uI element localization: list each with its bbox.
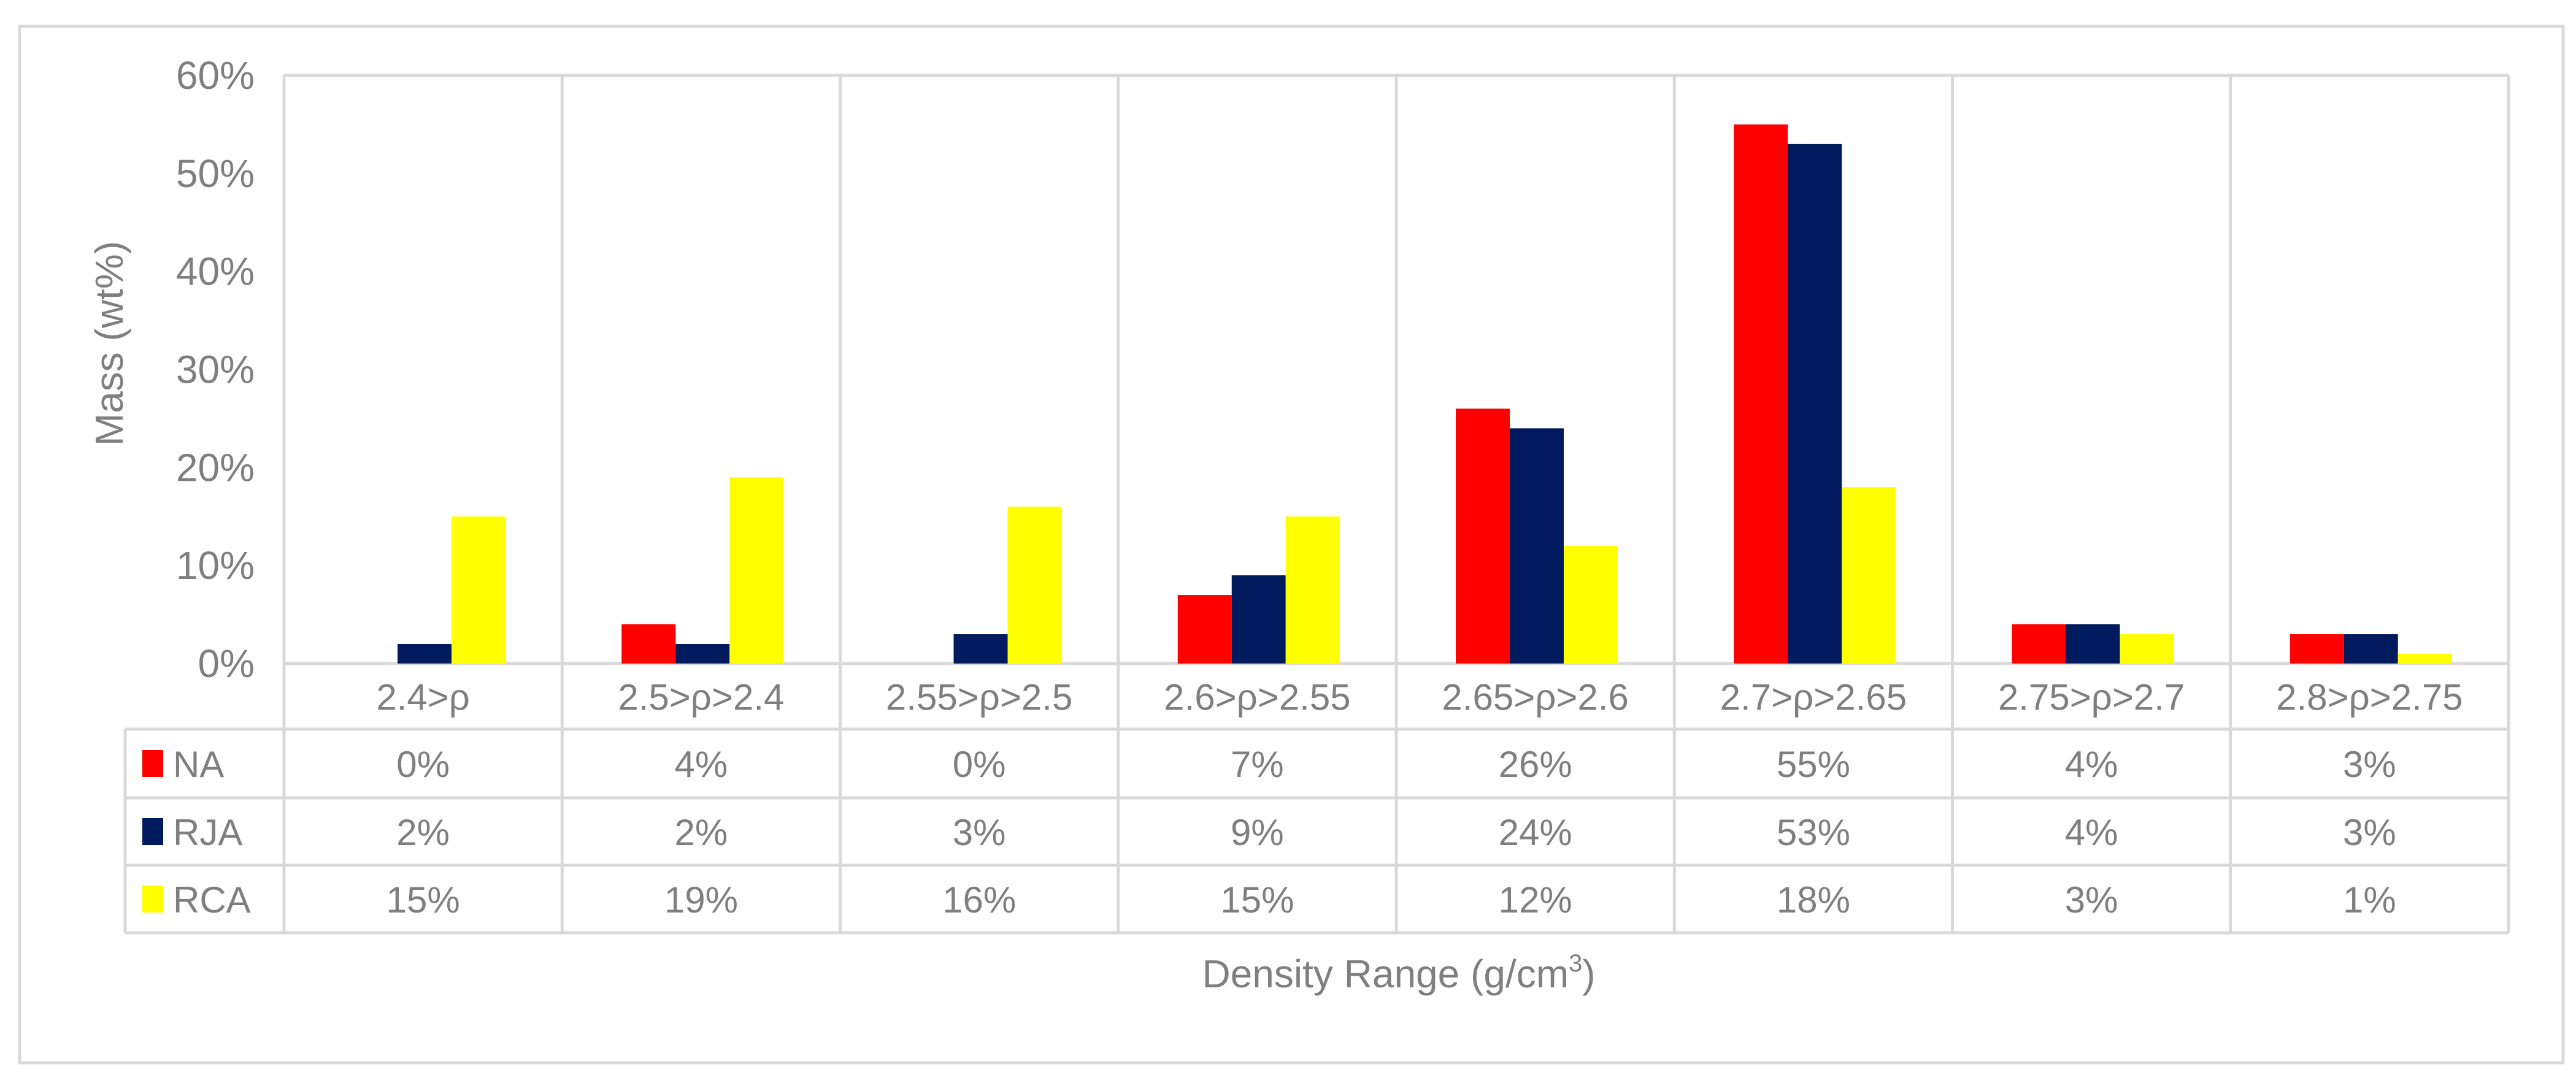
- data-label: 9%: [1231, 812, 1284, 853]
- bar-na: [1734, 124, 1788, 664]
- bar-rja: [2066, 624, 2120, 664]
- y-tick-label: 50%: [176, 151, 255, 196]
- data-label: 26%: [1499, 744, 1572, 785]
- data-label: 4%: [2065, 812, 2118, 853]
- data-label: 1%: [2343, 879, 2396, 920]
- bar-rca: [452, 516, 506, 664]
- y-tick-label: 20%: [176, 445, 255, 489]
- legend-key-rja: [142, 818, 163, 845]
- legend-key-na: [142, 750, 163, 777]
- bar-rca: [1842, 487, 1896, 664]
- bar-rca: [1285, 516, 1340, 664]
- data-label: 3%: [2065, 879, 2118, 920]
- bars: [398, 124, 2452, 664]
- legend-label: RCA: [173, 879, 251, 920]
- bar-rja: [2343, 634, 2398, 664]
- category-label: 2.4>ρ: [376, 677, 470, 718]
- data-label: 4%: [2065, 744, 2118, 785]
- data-label: 19%: [664, 879, 738, 920]
- data-table: 2.4>ρ 2.5>ρ>2.4 2.55>ρ>2.5 2.6>ρ>2.55 2.65>ρ…: [142, 677, 2463, 920]
- bar-rja: [1510, 428, 1564, 664]
- data-label: 2%: [675, 812, 728, 853]
- data-label: 18%: [1777, 879, 1850, 920]
- y-tick-label: 60%: [176, 53, 255, 98]
- bar-rca: [1007, 507, 1062, 664]
- bar-rca: [2120, 634, 2174, 664]
- data-label: 3%: [953, 812, 1006, 853]
- data-label: 2%: [396, 812, 450, 853]
- y-tick-label: 40%: [176, 250, 255, 294]
- category-label: 2.6>ρ>2.55: [1164, 677, 1350, 718]
- data-label: 0%: [396, 744, 450, 785]
- data-label: 3%: [2343, 812, 2396, 853]
- y-tick-label: 30%: [176, 348, 255, 392]
- bar-rja: [953, 634, 1008, 664]
- bar-na: [2012, 624, 2066, 664]
- gridlines: [123, 74, 2510, 935]
- bar-rja: [675, 644, 730, 664]
- category-label: 2.7>ρ>2.65: [1720, 677, 1907, 718]
- legend-key-rca: [142, 886, 163, 913]
- legend-label: RJA: [173, 812, 242, 853]
- bar-rja: [1788, 144, 1842, 664]
- bar-rja: [1231, 575, 1286, 664]
- bar-na: [1177, 595, 1232, 664]
- data-label: 55%: [1777, 744, 1850, 785]
- data-label: 24%: [1499, 812, 1572, 853]
- y-axis-title: Mass (wt%): [87, 241, 131, 446]
- y-tick-label: 10%: [176, 543, 255, 587]
- data-label: 12%: [1499, 879, 1572, 920]
- category-label: 2.65>ρ>2.6: [1442, 677, 1628, 718]
- category-label: 2.5>ρ>2.4: [618, 677, 784, 718]
- category-label: 2.75>ρ>2.7: [1998, 677, 2185, 718]
- x-axis-title: Density Range (g/cm3): [1202, 950, 1595, 996]
- legend-label: NA: [173, 744, 224, 785]
- data-label: 3%: [2343, 744, 2396, 785]
- y-tick-label: 0%: [198, 641, 255, 686]
- y-axis-ticks: 0% 10% 20% 30% 40% 50% 60%: [176, 53, 255, 686]
- bar-rca: [1564, 546, 1618, 664]
- data-label: 15%: [1220, 879, 1294, 920]
- category-label: 2.8>ρ>2.75: [2276, 677, 2463, 718]
- data-label: 16%: [942, 879, 1016, 920]
- data-label: 0%: [953, 744, 1006, 785]
- bar-na: [2290, 634, 2344, 664]
- data-label: 7%: [1231, 744, 1284, 785]
- bar-na: [1456, 408, 1510, 664]
- data-label: 15%: [386, 879, 460, 920]
- category-label: 2.55>ρ>2.5: [886, 677, 1072, 718]
- bar-na: [621, 624, 676, 664]
- data-label: 4%: [675, 744, 728, 785]
- bar-rca: [729, 477, 784, 664]
- bar-rja: [398, 644, 452, 664]
- bar-rca: [2397, 654, 2452, 664]
- data-label: 53%: [1777, 812, 1850, 853]
